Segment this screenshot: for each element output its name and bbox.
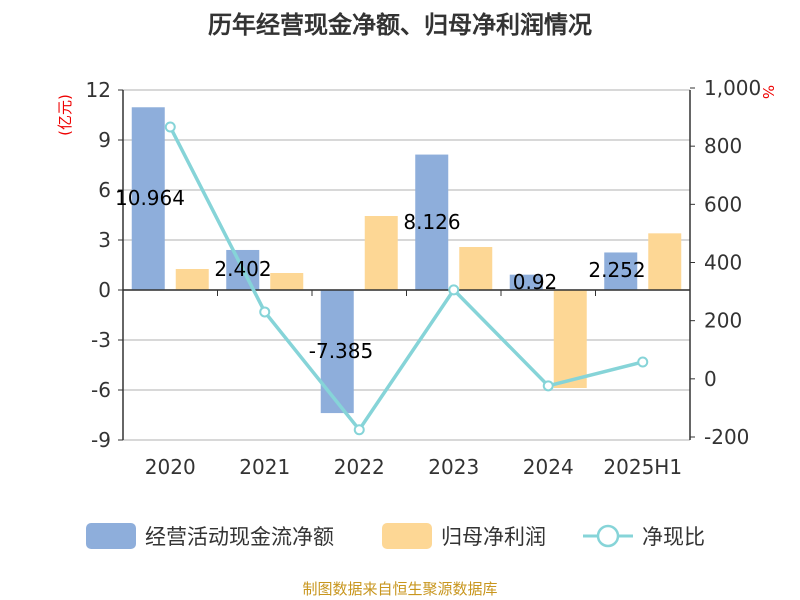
legend-label-net-profit: 归母净利润 (441, 525, 546, 549)
right-tick-label: 200 (704, 309, 742, 333)
left-axis-unit: (亿元) (56, 94, 74, 136)
cashflow-data-label: 2.402 (214, 257, 271, 281)
x-tick-label: 2024 (523, 455, 574, 479)
net-profit-bar (459, 247, 493, 290)
x-tick-label: 2022 (334, 455, 385, 479)
legend-swatch-ratio-marker (596, 524, 620, 548)
ratio-point (448, 284, 460, 296)
left-tick-label: 3 (98, 228, 111, 252)
source-note: 制图数据来自恒生聚源数据库 (302, 580, 497, 598)
ratio-line (168, 126, 644, 433)
ratio-point (637, 356, 649, 368)
ratio-point (164, 121, 176, 133)
legend-label-ratio: 净现比 (642, 525, 705, 549)
x-tick-label: 2025H1 (603, 455, 682, 479)
cashflow-data-label: -7.385 (309, 339, 373, 363)
legend-swatch-cashflow (86, 523, 136, 549)
right-axis-unit: % (759, 85, 777, 99)
right-tick-label: 1,000 (704, 76, 761, 100)
left-tick-label: -3 (91, 328, 111, 352)
left-tick-label: 12 (86, 78, 111, 102)
net-profit-bar (270, 273, 304, 290)
ratio-point (259, 306, 271, 318)
left-tick-label: 6 (98, 178, 111, 202)
cashflow-bar (509, 274, 543, 290)
legend-swatch-net-profit (382, 523, 432, 549)
net-profit-bar (175, 269, 209, 290)
left-tick-label: 0 (98, 278, 111, 302)
ratio-point (353, 424, 365, 436)
cashflow-bar (604, 252, 638, 290)
cashflow-data-label: 10.964 (115, 186, 185, 210)
right-tick-label: 600 (704, 192, 742, 216)
cashflow-data-label: 0.92 (513, 270, 558, 294)
left-tick-label: -6 (91, 378, 111, 402)
cashflow-data-label: 2.252 (588, 258, 645, 282)
chart-title: 历年经营现金净额、归母净利润情况 (208, 11, 592, 39)
x-tick-label: 2020 (145, 455, 196, 479)
cashflow-bar (131, 107, 165, 291)
right-tick-label: -200 (704, 425, 749, 449)
left-tick-label: 9 (98, 128, 111, 152)
x-tick-label: 2023 (428, 455, 479, 479)
right-tick-label: 0 (704, 367, 717, 391)
cashflow-data-label: 8.126 (403, 210, 460, 234)
net-profit-bar (364, 216, 398, 290)
right-tick-label: 800 (704, 134, 742, 158)
cashflow-bar (415, 154, 449, 290)
net-profit-bar (553, 290, 587, 388)
legend-label-cashflow: 经营活动现金流净额 (145, 525, 334, 549)
cashflow-bar (320, 290, 354, 414)
ratio-point (542, 380, 554, 392)
left-tick-label: -9 (91, 428, 111, 452)
x-tick-label: 2021 (239, 455, 290, 479)
net-profit-bar (648, 233, 682, 290)
right-tick-label: 400 (704, 251, 742, 275)
